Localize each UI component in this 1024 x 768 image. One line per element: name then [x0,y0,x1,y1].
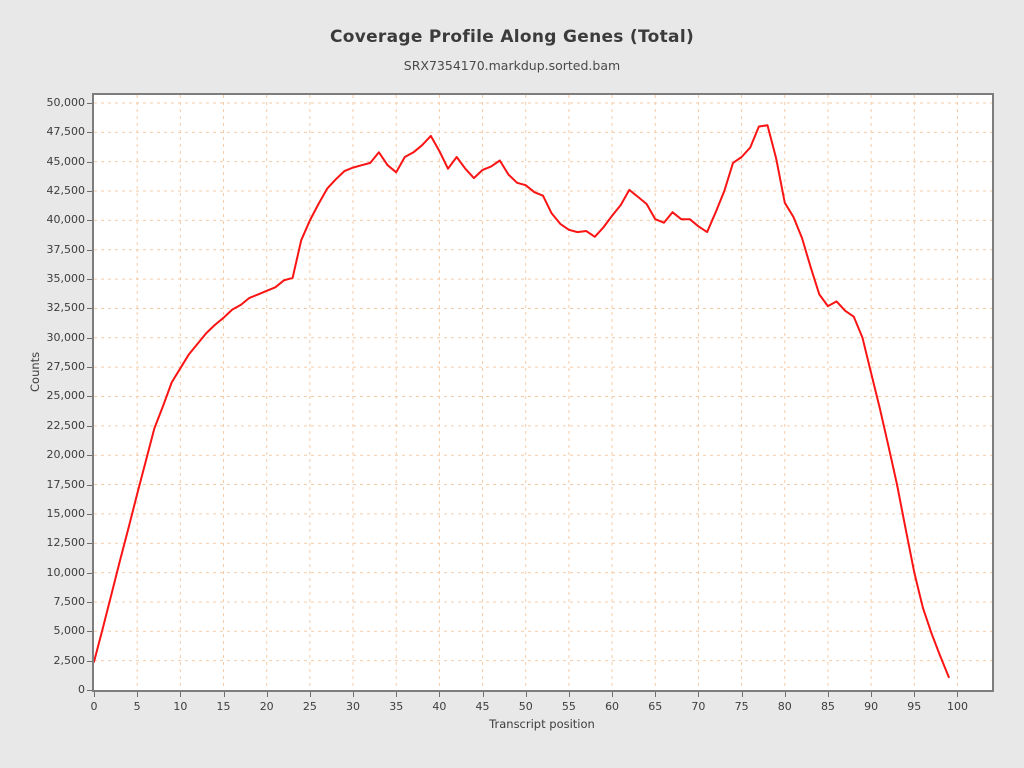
x-tick-mark [439,692,441,697]
x-tick-label: 70 [691,700,706,713]
x-tick-label: 60 [605,700,620,713]
y-tick-mark [87,102,92,104]
y-tick-label: 2,500 [53,653,86,667]
x-tick-mark [612,692,614,697]
y-tick-mark [87,513,92,515]
x-tick-label: 65 [648,700,663,713]
y-tick-label: 10,000 [46,565,86,579]
chart-subtitle: SRX7354170.markdup.sorted.bam [403,58,621,73]
x-tick-label: 90 [864,700,879,713]
y-tick-mark [87,660,92,662]
x-tick-label: 85 [820,700,835,713]
y-tick-mark [87,367,92,369]
plot-canvas [94,95,992,690]
x-tick-label: 20 [259,700,274,713]
x-tick-label: 45 [475,700,490,713]
chart-title: Coverage Profile Along Genes (Total) [329,27,695,47]
y-tick-mark [87,220,92,222]
x-tick-mark [871,692,873,697]
x-tick-mark [698,692,700,697]
x-axis-title: Transcript position [489,717,595,731]
y-tick-mark [87,396,92,398]
y-tick-mark [87,631,92,633]
y-tick-mark [87,132,92,134]
x-tick-label: 10 [173,700,188,713]
x-tick-label: 5 [133,700,141,713]
y-tick-label: 42,500 [46,184,86,198]
x-tick-label: 75 [734,700,749,713]
y-tick-label: 0 [78,683,85,696]
x-tick-mark [957,692,959,697]
y-tick-mark [87,425,92,427]
x-tick-label: 25 [302,700,317,713]
y-tick-mark [87,161,92,163]
x-tick-mark [827,692,829,697]
plot-area [92,93,994,692]
x-tick-label: 95 [907,700,922,713]
x-tick-mark [396,692,398,697]
y-tick-label: 25,000 [46,389,86,403]
y-tick-mark [87,279,92,281]
y-tick-label: 20,000 [46,448,86,462]
x-tick-label: 80 [777,700,792,713]
y-tick-mark [87,601,92,603]
y-tick-label: 12,500 [46,536,86,550]
y-tick-mark [87,543,92,545]
x-tick-mark [568,692,570,697]
y-tick-mark [87,484,92,486]
x-tick-label: 30 [346,700,361,713]
y-tick-label: 32,500 [46,301,86,315]
x-tick-label: 100 [946,700,968,713]
y-tick-label: 15,000 [46,506,86,520]
x-tick-mark [655,692,657,697]
x-tick-mark [914,692,916,697]
x-tick-mark [266,692,268,697]
coverage-line-series [94,124,950,679]
y-tick-label: 30,000 [46,330,86,344]
y-tick-label: 7,500 [53,594,86,608]
x-tick-label: 55 [561,700,576,713]
x-tick-mark [784,692,786,697]
y-tick-label: 40,000 [46,213,86,227]
x-tick-label: 40 [432,700,447,713]
y-tick-mark [87,337,92,339]
x-tick-mark [223,692,225,697]
y-tick-label: 22,500 [46,418,86,432]
y-tick-mark [87,191,92,193]
y-tick-mark [87,308,92,310]
y-tick-label: 27,500 [46,360,86,374]
x-tick-label: 0 [90,700,98,713]
y-tick-label: 45,000 [46,154,86,168]
x-tick-mark [353,692,355,697]
x-tick-label: 50 [518,700,533,713]
x-tick-label: 15 [216,700,231,713]
y-tick-label: 47,500 [46,125,86,139]
y-tick-mark [87,572,92,574]
x-tick-mark [94,692,95,697]
x-tick-mark [309,692,311,697]
gridlines [94,95,992,690]
x-tick-mark [525,692,527,697]
y-tick-mark [87,249,92,251]
x-tick-mark [180,692,182,697]
y-tick-label: 5,000 [53,624,86,638]
y-tick-label: 35,000 [46,272,86,286]
y-tick-label: 50,000 [46,95,86,109]
y-tick-label: 17,500 [46,477,86,491]
y-tick-mark [87,455,92,457]
x-tick-mark [741,692,743,697]
y-tick-mark [87,690,92,691]
x-tick-mark [482,692,484,697]
x-tick-mark [137,692,139,697]
x-tick-label: 35 [389,700,404,713]
y-axis-title: Counts [28,351,42,392]
y-tick-label: 37,500 [46,242,86,256]
